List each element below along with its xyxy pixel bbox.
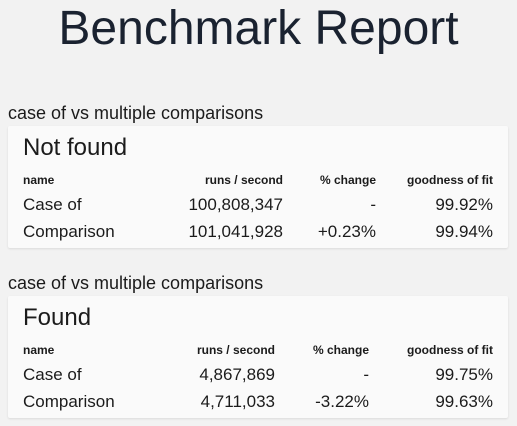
benchmark-card-not-found: Not found name runs / second % change go… [8,126,508,248]
column-header-percent-change: % change [312,343,369,357]
column-header-goodness-of-fit: goodness of fit [407,173,493,187]
cell-goodness-of-fit: 99.63% [435,391,493,411]
column-header-goodness-of-fit: goodness of fit [407,343,493,357]
table-row: Comparison 4,711,033 -3.22% 99.63% [23,388,493,415]
page-title: Benchmark Report [58,2,459,55]
cell-percent-change: - [363,364,369,384]
column-header-name: name [23,343,55,357]
column-header-percent-change: % change [319,173,376,187]
results-table: name runs / second % change goodness of … [23,169,493,245]
cell-percent-change: +0.23% [317,221,376,241]
table-header-row: name runs / second % change goodness of … [23,169,493,191]
cell-runs-per-second: 4,711,033 [200,391,275,411]
card-title: Not found [23,134,128,161]
cell-name: Comparison [23,221,115,241]
results-table: name runs / second % change goodness of … [23,339,493,415]
cell-runs-per-second: 101,041,928 [188,221,283,241]
column-header-runs-per-second: runs / second [196,343,275,357]
cell-percent-change: - [370,194,376,214]
table-row: Case of 100,808,347 - 99.92% [23,191,493,218]
table-row: Case of 4,867,869 - 99.75% [23,361,493,388]
suite-heading: case of vs multiple comparisons [8,273,264,293]
cell-runs-per-second: 100,808,347 [188,194,283,214]
cell-name: Comparison [23,391,115,411]
cell-goodness-of-fit: 99.75% [435,364,493,384]
cell-goodness-of-fit: 99.92% [435,194,493,214]
cell-percent-change: -3.22% [315,391,369,411]
table-row: Comparison 101,041,928 +0.23% 99.94% [23,218,493,245]
cell-name: Case of [23,194,82,214]
card-title: Found [23,304,92,331]
column-header-runs-per-second: runs / second [204,173,283,187]
cell-goodness-of-fit: 99.94% [435,221,493,241]
suite-heading: case of vs multiple comparisons [8,103,264,123]
benchmark-card-found: Found name runs / second % change goodne… [8,296,508,418]
table-header-row: name runs / second % change goodness of … [23,339,493,361]
cell-runs-per-second: 4,867,869 [199,364,275,384]
cell-name: Case of [23,364,82,384]
column-header-name: name [23,173,55,187]
